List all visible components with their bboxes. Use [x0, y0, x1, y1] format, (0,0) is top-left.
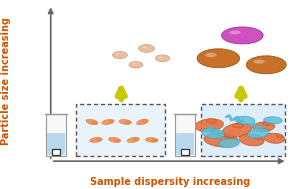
Ellipse shape — [229, 31, 241, 34]
Ellipse shape — [255, 135, 262, 140]
Ellipse shape — [129, 62, 143, 68]
Ellipse shape — [125, 121, 130, 124]
Ellipse shape — [195, 119, 224, 132]
Ellipse shape — [139, 45, 154, 52]
Ellipse shape — [119, 119, 132, 124]
Ellipse shape — [132, 63, 136, 64]
Ellipse shape — [92, 121, 97, 124]
Bar — [176, 133, 194, 155]
Bar — [181, 149, 189, 155]
Ellipse shape — [248, 129, 269, 138]
Ellipse shape — [143, 120, 147, 123]
Ellipse shape — [204, 133, 238, 147]
Ellipse shape — [264, 117, 282, 124]
FancyBboxPatch shape — [201, 104, 285, 156]
Ellipse shape — [207, 119, 217, 123]
Ellipse shape — [202, 128, 225, 139]
Ellipse shape — [116, 53, 120, 55]
Ellipse shape — [152, 139, 157, 142]
FancyBboxPatch shape — [76, 104, 165, 156]
Text: Sample dispersity increasing: Sample dispersity increasing — [90, 177, 251, 187]
Ellipse shape — [108, 137, 121, 143]
Ellipse shape — [222, 27, 263, 44]
Ellipse shape — [254, 60, 265, 64]
Text: Particle size increasing: Particle size increasing — [1, 17, 11, 145]
Ellipse shape — [205, 53, 217, 57]
Ellipse shape — [222, 123, 252, 137]
Ellipse shape — [264, 133, 285, 143]
Ellipse shape — [155, 55, 170, 62]
Ellipse shape — [233, 123, 243, 128]
Ellipse shape — [96, 138, 101, 141]
Ellipse shape — [224, 133, 234, 139]
Ellipse shape — [253, 122, 275, 132]
Bar — [52, 149, 60, 155]
Ellipse shape — [134, 138, 138, 141]
Ellipse shape — [197, 49, 240, 68]
Ellipse shape — [246, 56, 286, 74]
Bar — [46, 114, 66, 156]
Ellipse shape — [137, 119, 148, 125]
Ellipse shape — [142, 46, 146, 48]
Ellipse shape — [108, 120, 113, 123]
Ellipse shape — [276, 134, 283, 138]
Bar — [175, 114, 195, 156]
Ellipse shape — [219, 139, 239, 148]
Ellipse shape — [263, 122, 270, 125]
Ellipse shape — [146, 138, 158, 142]
Ellipse shape — [235, 116, 255, 125]
Ellipse shape — [127, 137, 139, 143]
Ellipse shape — [90, 137, 102, 142]
Ellipse shape — [86, 119, 98, 125]
Ellipse shape — [113, 51, 127, 59]
Ellipse shape — [159, 57, 162, 58]
Bar — [47, 133, 65, 155]
Ellipse shape — [239, 134, 264, 146]
Ellipse shape — [115, 139, 120, 142]
Ellipse shape — [102, 119, 114, 125]
